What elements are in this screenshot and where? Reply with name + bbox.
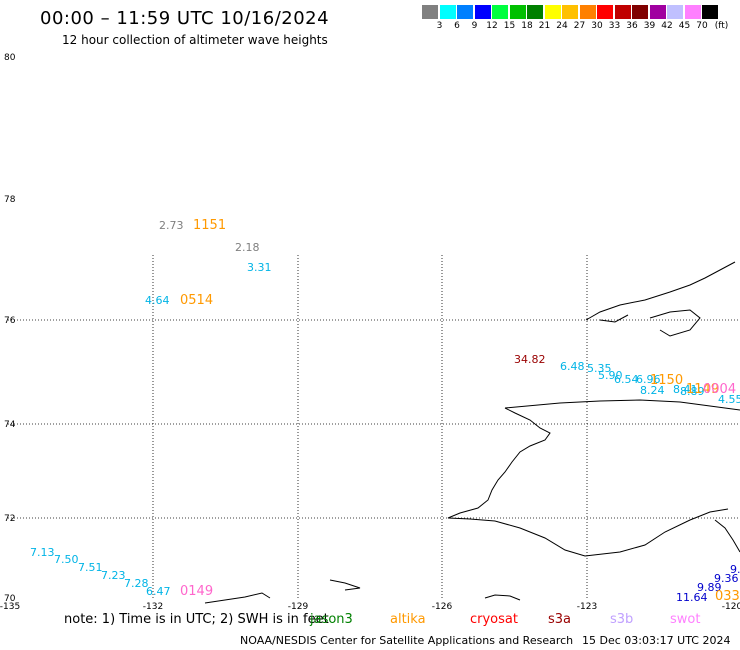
legend-label: 27 [573,21,586,31]
lat-tick-label: 78 [4,195,16,205]
wave-height-label: 0004 [703,382,736,397]
lon-tick-label: -132 [143,602,163,612]
legend-label: 6 [454,21,460,31]
coastline-mainland-west [447,407,729,557]
legend-swatch [474,5,491,19]
wave-height-label: 6.47 [146,585,171,598]
coastline-south-islands [204,579,521,604]
legend-label: 18 [521,21,533,31]
satellite-swot: swot [670,612,701,627]
wave-height-label: 1151 [193,218,226,233]
lat-tick-label: 74 [4,420,16,430]
wave-height-label: 7.50 [54,553,79,566]
wave-height-label: 9.4 [730,563,740,576]
legend-swatch [632,5,648,19]
wave-height-label: 1149 [686,382,719,397]
legend-swatch [422,5,438,19]
legend-swatch [684,5,701,19]
generation-timestamp: 15 Dec 03:03:17 UTC 2024 [582,634,731,647]
lon-tick-label: -123 [577,602,597,612]
legend-label: 70 [696,21,708,31]
wave-height-label: 0149 [180,584,213,599]
legend-label: 45 [678,21,691,31]
legend-swatch [667,5,683,19]
legend-swatch [527,5,543,19]
wave-height-label: 6.48 [560,360,585,373]
wave-height-label: 9.89 [697,581,722,594]
wave-height-label: 7.51 [78,561,103,574]
legend-unit: (ft) [714,21,729,31]
coastline-mainland [504,399,740,411]
wave-height-label: 7.23 [101,569,126,582]
wave-height-label: 8.24 [640,384,665,397]
wave-height-label: 1150 [650,373,683,388]
footnote: note: 1) Time is in UTC; 2) SWH is in fe… [64,612,329,627]
wave-height-label: 6.96 [636,373,661,386]
lat-tick-label: 80 [4,53,16,63]
satellite-altika: altika [390,612,426,627]
legend-swatch [509,5,526,19]
lon-tick-label: -129 [288,602,309,612]
legend-label: 12 [486,21,498,31]
credit-line: NOAA/NESDIS Center for Satellite Applica… [240,634,574,647]
legend-label: 3 [436,21,443,31]
map-title: 00:00 – 11:59 UTC 10/16/2024 [40,8,330,29]
wave-height-label: 6.54 [614,373,639,386]
lon-tick-label: -120 [722,602,740,612]
wave-height-label: 2.18 [235,241,260,254]
wave-height-label: 033 [715,589,740,604]
wave-height-label: 7.13 [30,546,55,559]
legend-label: 24 [556,21,568,31]
legend-swatch [439,5,456,19]
wave-height-label: 8.89 [680,385,705,398]
wave-height-label: 3.31 [247,261,272,274]
legend-swatch [579,5,596,19]
legend-label: 33 [608,21,621,31]
wave-height-label: 2.73 [159,219,184,232]
coastline-east [714,519,740,553]
wave-height-label: 11.64 [676,591,708,604]
legend-swatch [702,5,718,19]
legend-label: 42 [661,21,673,31]
legend-label: 36 [626,21,638,31]
satellite-jason3: jason3 [310,612,353,627]
wave-height-label: 9.36 [714,572,739,585]
legend-swatch [544,5,561,19]
coastline-banks-island [585,261,736,337]
legend-label: 21 [538,21,551,31]
legend-label: 15 [503,21,516,31]
legend-swatch [492,5,508,19]
wave-height-label: 8.41 [673,383,698,396]
legend-swatch [614,5,631,19]
wave-height-label: 0514 [180,293,213,308]
legend-swatch [457,5,473,19]
lat-tick-label: 70 [4,594,16,604]
legend-label: 9 [471,21,478,31]
legend-swatch [562,5,578,19]
satellite-cryosat: cryosat [470,612,518,627]
coastline [204,261,740,604]
map-grid [8,255,740,600]
map-subtitle: 12 hour collection of altimeter wave hei… [62,33,328,47]
wave-height-label: 4.55 [718,393,740,406]
legend-label: 30 [591,21,603,31]
legend-swatch [597,5,613,19]
lat-tick-label: 76 [4,316,16,326]
legend-swatch [649,5,666,19]
legend-label: 39 [643,21,656,31]
wave-height-label: 34.82 [514,353,546,366]
satellite-s3b: s3b [610,612,634,627]
lon-tick-label: -126 [432,602,453,612]
lat-tick-label: 72 [4,514,15,524]
wave-height-label: 5.90 [598,369,623,382]
wave-height-label: 7.28 [124,577,149,590]
satellite-s3a: s3a [548,612,572,627]
wave-height-label: 4.64 [145,294,170,307]
lon-tick-label: -135 [0,602,20,612]
wave-height-label: 5.35 [587,362,612,375]
